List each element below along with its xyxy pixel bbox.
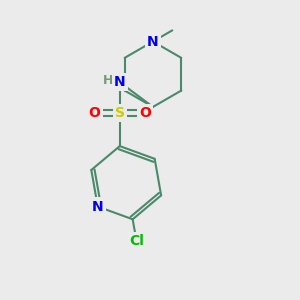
Text: N: N	[147, 34, 159, 49]
Text: Cl: Cl	[129, 234, 144, 248]
Text: H: H	[103, 74, 114, 87]
Text: N: N	[114, 75, 126, 89]
Text: O: O	[139, 106, 151, 120]
Text: N: N	[92, 200, 103, 214]
Text: S: S	[115, 106, 125, 120]
Text: O: O	[88, 106, 101, 120]
